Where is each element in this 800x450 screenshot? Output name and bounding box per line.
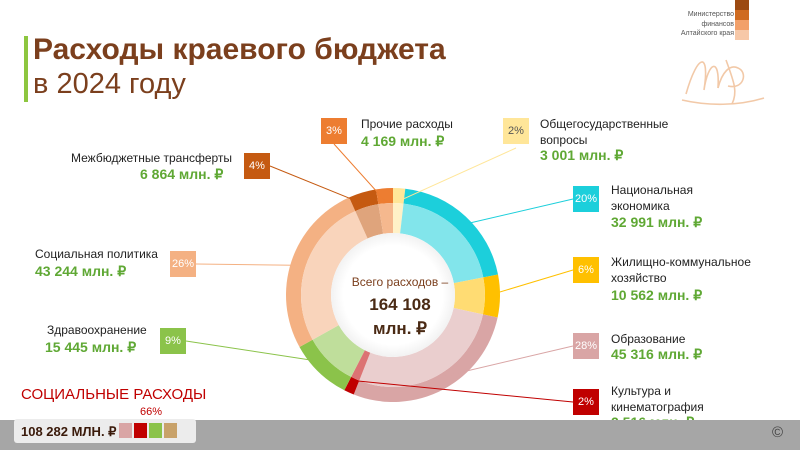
label-name-general: Общегосударственные вопросы <box>540 117 669 147</box>
donut-slice-outer <box>344 376 360 395</box>
badge-culture: 2% <box>573 389 599 415</box>
donut-slice-inner <box>355 204 384 239</box>
donut-slice-outer <box>482 274 500 318</box>
social-swatch <box>119 423 132 438</box>
label-value-health: 15 445 млн. ₽ <box>45 339 137 355</box>
ministry-line: финансов <box>701 20 734 28</box>
ministry-line: Алтайского края <box>680 30 734 37</box>
ministry-name: Министерство финансов Алтайского края <box>681 10 734 39</box>
donut-slice-outer <box>349 189 379 212</box>
label-value-economy: 32 991 млн. ₽ <box>611 214 703 230</box>
donut-slice-inner <box>351 350 371 381</box>
social-swatch <box>149 423 162 438</box>
logo-strip-block <box>735 30 749 40</box>
label-name-culture: Культура и кинематография <box>611 384 704 414</box>
donut-hole <box>331 233 455 357</box>
center-total-unit: млн. ₽ <box>373 319 427 338</box>
badge-social: 26% <box>170 251 196 277</box>
label-name-health: Здравоохранение <box>47 323 147 337</box>
donut-slice-inner <box>453 277 485 315</box>
label-name-housing: Жилищно-коммунальное хозяйство <box>611 255 751 285</box>
logo-strip-block <box>735 20 749 30</box>
badge-housing: 6% <box>573 257 599 283</box>
badge-general: 2% <box>503 118 529 144</box>
label-value-social: 43 244 млн. ₽ <box>35 263 127 279</box>
center-total: 164 108 млн. ₽ <box>335 293 465 341</box>
social-swatch <box>164 423 177 438</box>
ministry-logo-icon <box>681 59 765 106</box>
leader-line <box>333 143 386 202</box>
label-name-economy: Национальная экономика <box>611 183 693 213</box>
social-expenses-amount: 108 282 МЛН. ₽ <box>21 424 117 439</box>
leader-line <box>486 269 574 297</box>
badge-transfers: 4% <box>244 153 270 179</box>
badge-health: 9% <box>160 328 186 354</box>
leader-line <box>185 340 328 364</box>
ministry-logo-strip <box>735 0 749 40</box>
page-subtitle: в 2024 году <box>33 68 186 100</box>
badge-other: 3% <box>321 118 347 144</box>
copyright-icon: © <box>772 424 784 441</box>
leader-line <box>354 380 574 403</box>
label-name-education: Образование <box>611 332 686 346</box>
center-total-value: 164 108 <box>369 295 431 314</box>
donut-slice-inner <box>393 203 404 234</box>
donut-slice-outer <box>353 314 498 402</box>
social-expenses-percent: 66% <box>140 406 163 418</box>
social-swatches <box>119 423 177 438</box>
ministry-line: Министерство <box>687 11 734 18</box>
label-name-social: Социальная политика <box>35 247 158 261</box>
logo-strip-block <box>735 0 749 10</box>
donut-slice-outer <box>299 339 352 391</box>
donut-slice-inner <box>400 203 484 284</box>
center-label: Всего расходов – <box>351 275 449 289</box>
leader-line <box>269 165 367 206</box>
page-title: Расходы краевого бюджета <box>33 33 446 66</box>
badge-education: 28% <box>573 333 599 359</box>
donut-slice-outer <box>285 197 356 347</box>
badge-economy: 20% <box>573 186 599 212</box>
logo-strip-block <box>735 10 749 20</box>
social-expenses-title: СОЦИАЛЬНЫЕ РАСХОДЫ <box>21 386 207 403</box>
label-name-other: Прочие расходы <box>361 117 453 131</box>
leader-line <box>195 263 304 266</box>
donut-slice-inner <box>378 203 393 234</box>
donut-slice-inner <box>301 211 368 340</box>
donut-slice-outer <box>375 188 393 205</box>
donut-slice-outer <box>403 188 499 278</box>
leader-line <box>398 147 517 202</box>
leader-line <box>456 198 574 227</box>
title-accent-bar <box>24 36 28 102</box>
label-value-education: 45 316 млн. ₽ <box>611 346 703 362</box>
donut-slice-inner <box>312 325 365 377</box>
label-value-transfers: 6 864 млн. ₽ <box>140 166 224 182</box>
label-value-other: 4 169 млн. ₽ <box>361 133 445 149</box>
label-name-transfers: Межбюджетные трансферты <box>71 151 233 165</box>
social-swatch <box>134 423 147 438</box>
label-value-general: 3 001 млн. ₽ <box>540 147 624 163</box>
label-value-housing: 10 562 млн. ₽ <box>611 287 703 303</box>
donut-slice-inner <box>359 308 483 387</box>
leader-line <box>437 345 574 379</box>
